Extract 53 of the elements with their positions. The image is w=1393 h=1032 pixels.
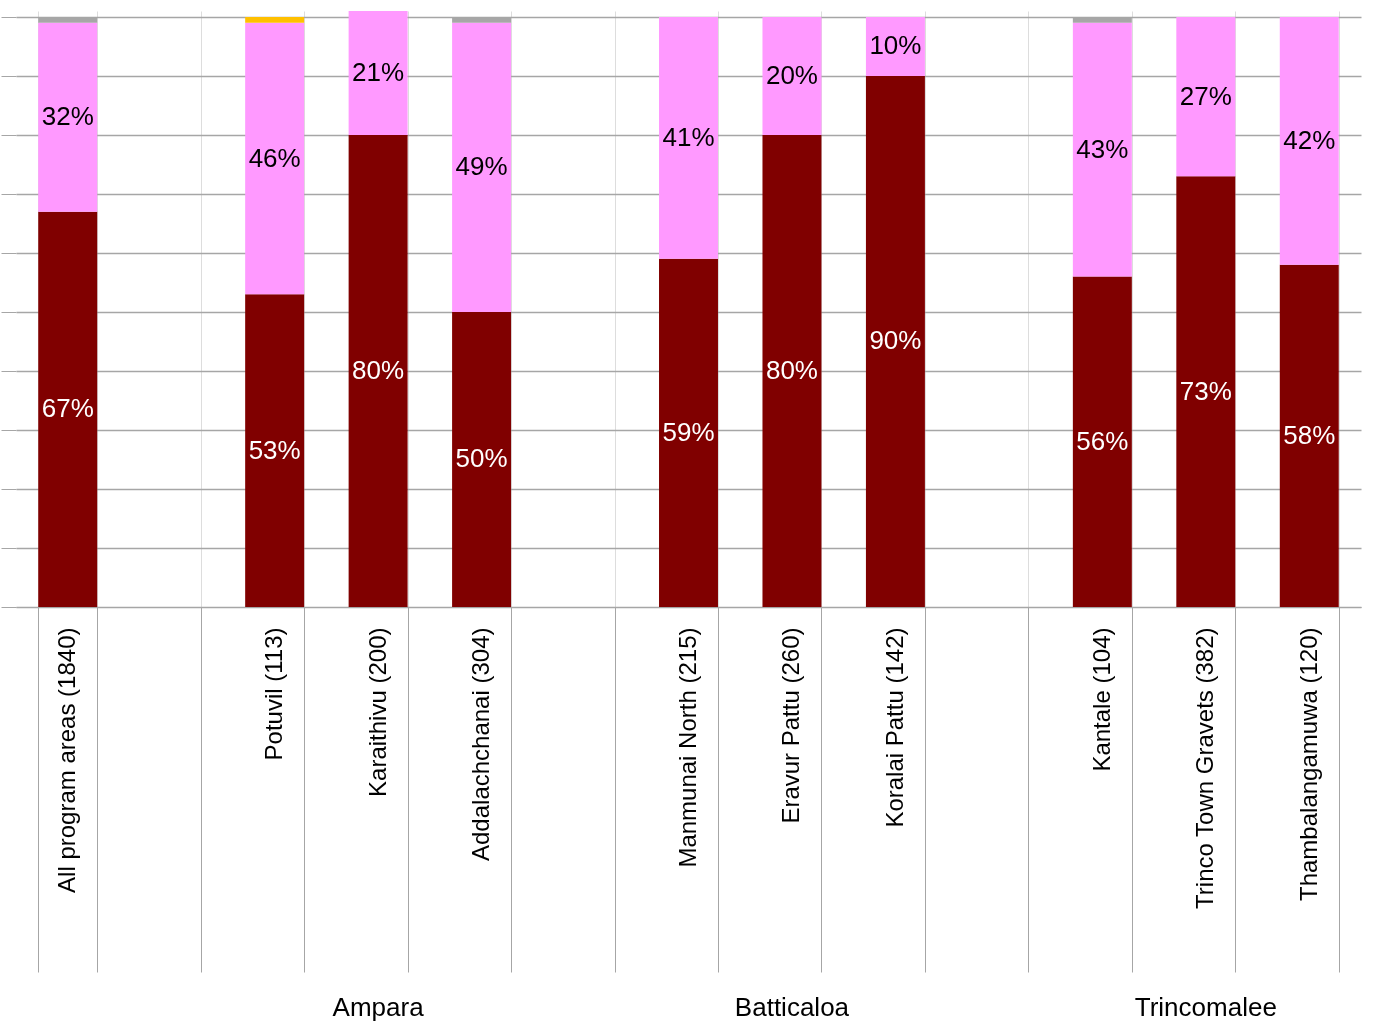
text: Ampara xyxy=(332,992,425,1022)
bar xyxy=(452,22,512,312)
data-label: 80% xyxy=(765,354,818,385)
data-label: 73% xyxy=(1179,375,1232,406)
bar xyxy=(659,16,718,259)
bar xyxy=(245,294,305,607)
bar xyxy=(348,11,408,135)
text: Trincomalee xyxy=(1134,992,1277,1022)
x-tick-label: Addalachchanai (304) xyxy=(467,627,495,861)
bar xyxy=(452,311,512,607)
x-tick-label: Karaithivu (200) xyxy=(363,627,391,797)
x-tick-label: Eravur Pattu (260) xyxy=(777,627,805,824)
data-label: 90% xyxy=(869,325,922,356)
bar xyxy=(1072,22,1132,277)
data-label: 20% xyxy=(765,59,818,90)
bar xyxy=(1072,276,1132,607)
data-label: 50% xyxy=(455,443,508,474)
x-tick-label: Thambalangamuwa (120) xyxy=(1294,627,1322,901)
data-label: 21% xyxy=(352,56,405,87)
data-label: 10% xyxy=(869,30,922,61)
bar xyxy=(348,134,408,607)
data-label: 67% xyxy=(41,393,94,424)
data-label: 59% xyxy=(662,416,715,447)
x-tick-label: Kantale (104) xyxy=(1087,627,1115,772)
x-tick-label: Koralai Pattu (142) xyxy=(880,627,908,828)
bar xyxy=(1279,264,1339,607)
bar xyxy=(865,75,925,607)
data-label: 41% xyxy=(662,121,715,152)
data-label: 43% xyxy=(1076,133,1129,164)
data-label: 27% xyxy=(1179,80,1232,111)
data-label: 80% xyxy=(352,354,405,385)
bar xyxy=(1176,176,1236,607)
data-label: 42% xyxy=(1283,124,1336,155)
x-tick-label: Potuvil (113) xyxy=(260,627,288,761)
data-label: 56% xyxy=(1076,425,1129,456)
bar xyxy=(38,211,98,607)
bar xyxy=(245,16,305,23)
x-tick-label: All program areas (1840) xyxy=(53,627,81,893)
bar xyxy=(1279,16,1339,265)
x-tick-label: Trinco Town Gravets (382) xyxy=(1191,627,1219,909)
data-label: 32% xyxy=(41,101,94,132)
bar xyxy=(762,134,822,607)
bar xyxy=(1176,16,1236,177)
bar xyxy=(38,22,98,212)
data-label: 49% xyxy=(455,151,508,182)
data-label: 58% xyxy=(1283,419,1336,450)
bar xyxy=(245,22,305,295)
bar xyxy=(762,16,822,135)
x-tick-label: Manmunai North (215) xyxy=(674,627,701,868)
text: Batticaloa xyxy=(734,992,850,1022)
bar xyxy=(659,258,718,607)
data-label: 46% xyxy=(248,142,301,173)
data-label: 53% xyxy=(248,434,301,465)
